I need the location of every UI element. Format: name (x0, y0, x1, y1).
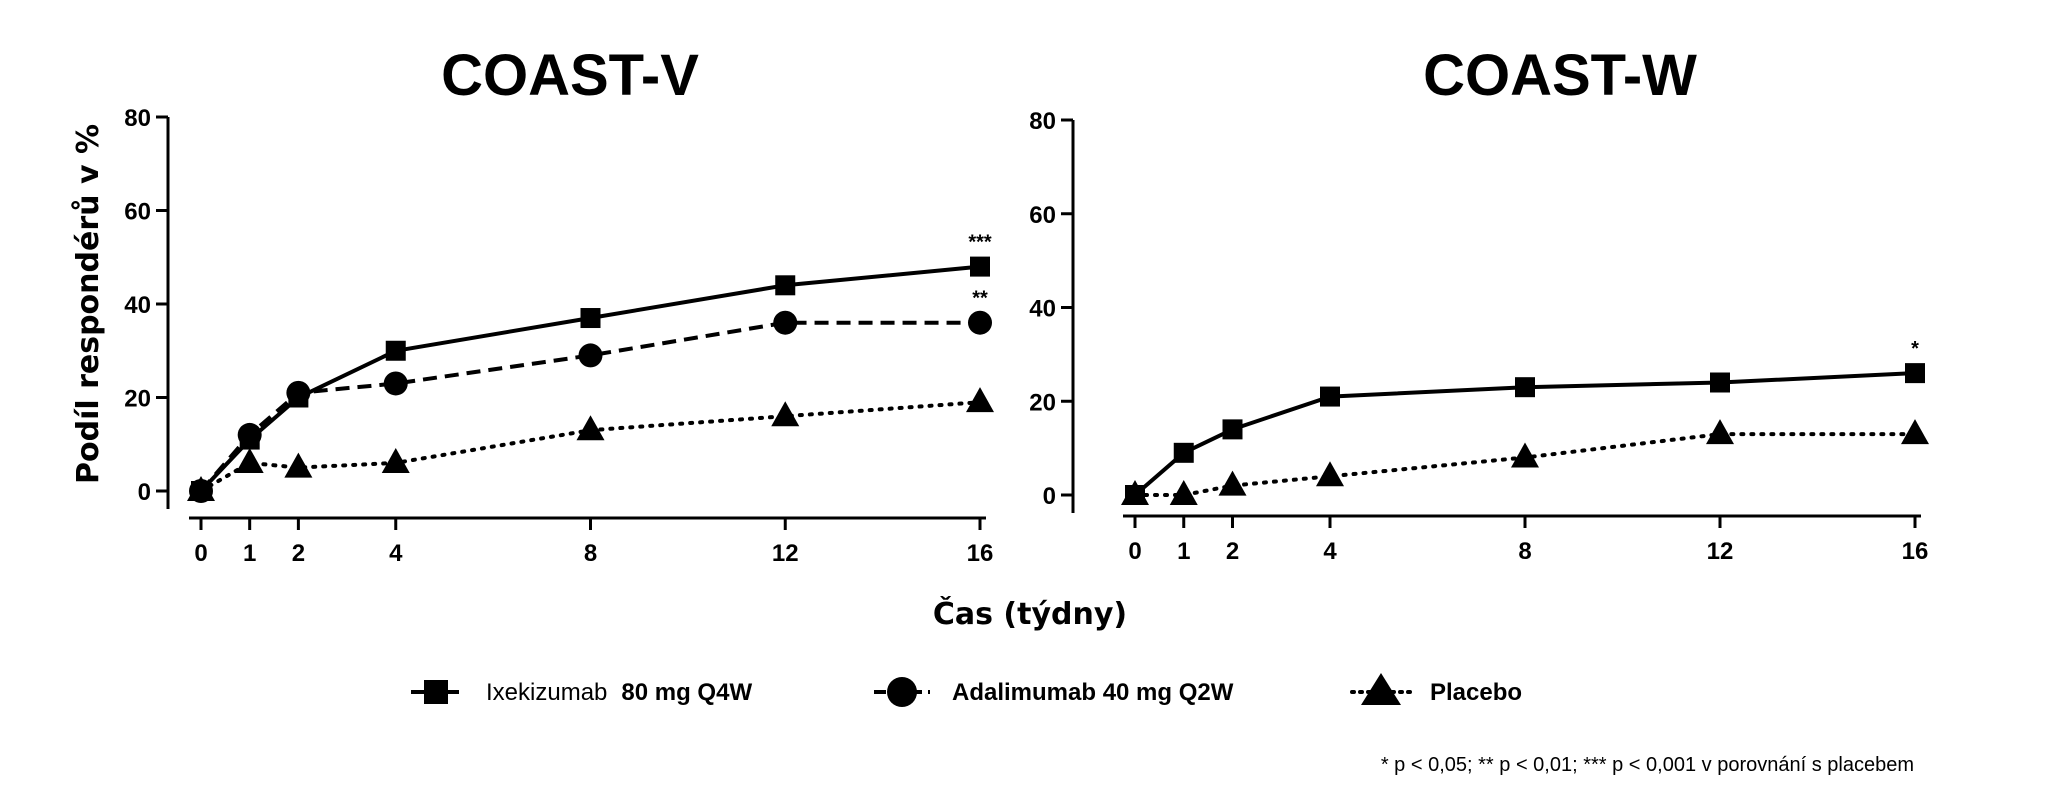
x-tick-label: 0 (1128, 538, 1141, 565)
x-tick-label: 2 (292, 540, 305, 567)
data-point-pbo (187, 476, 215, 501)
data-point-pbo (1316, 461, 1344, 487)
data-point-ada (237, 422, 262, 447)
x-tick-label: 12 (1707, 538, 1734, 565)
x-tick-label: 16 (1902, 538, 1929, 565)
y-tick-label: 80 (124, 105, 151, 132)
data-point-ada (578, 343, 603, 368)
panel-title: COAST-W (1423, 43, 1697, 108)
legend-square-marker-icon (424, 680, 448, 704)
x-tick-label: 0 (194, 540, 207, 567)
y-tick-label: 20 (124, 386, 151, 413)
y-tick-label: 60 (1029, 202, 1056, 229)
legend-label-placebo: Placebo (1430, 679, 1522, 706)
x-axis-title: Čas (týdny) (933, 595, 1127, 632)
significance-marker-ixe: *** (968, 232, 992, 254)
data-point-pbo (1169, 480, 1198, 505)
data-point-ixe (1515, 377, 1535, 398)
data-point-pbo (284, 452, 313, 478)
data-point-ada (286, 380, 311, 405)
legend-label-ixekizumab: Ixekizumab 80 mg Q4W (486, 679, 752, 706)
panel-title: COAST-V (441, 43, 699, 108)
significance-marker-ada: ** (972, 288, 988, 310)
x-tick-label: 1 (243, 540, 256, 567)
data-point-pbo (1218, 470, 1247, 496)
x-tick-label: 12 (772, 540, 799, 567)
x-tick-label: 8 (584, 540, 597, 567)
y-tick-label: 60 (124, 199, 151, 226)
significance-marker-ixe: * (1911, 338, 1919, 360)
legend-circle-marker-icon (887, 677, 917, 707)
y-tick-label: 0 (138, 479, 151, 506)
data-point-pbo (1121, 480, 1149, 505)
data-point-pbo (966, 387, 994, 413)
y-tick-label: 80 (1029, 108, 1056, 135)
legend-label-adalimumab: Adalimumab 40 mg Q2W (952, 679, 1234, 706)
data-point-ixe (970, 256, 990, 277)
data-point-pbo (771, 401, 800, 427)
data-point-ada (383, 371, 408, 396)
data-point-pbo (235, 447, 264, 473)
legend-label-ixekizumab-dose: 80 mg Q4W (621, 679, 752, 706)
y-axis-title: Podíl respondérů v % (70, 124, 106, 484)
data-point-ada (773, 310, 798, 335)
x-tick-label: 16 (967, 540, 994, 567)
x-tick-label: 8 (1518, 538, 1531, 565)
series-line-ixe (199, 264, 981, 493)
data-point-pbo (1901, 419, 1929, 445)
data-point-ixe (1905, 363, 1925, 384)
legend-label-ixekizumab-name: Ixekizumab (486, 679, 607, 706)
data-point-ixe (1222, 419, 1243, 440)
legend-triangle-marker-icon (1361, 673, 1401, 705)
data-point-ixe (580, 308, 601, 329)
data-point-pbo (1511, 442, 1539, 468)
legend-item-ixekizumab: Ixekizumab 80 mg Q4W (411, 679, 752, 706)
x-tick-label: 1 (1177, 538, 1190, 565)
legend-item-placebo: Placebo (1350, 673, 1522, 706)
data-point-ixe (1173, 442, 1194, 463)
data-point-ixe (1710, 372, 1730, 393)
y-tick-label: 40 (124, 292, 151, 319)
x-tick-label: 4 (389, 540, 403, 567)
data-point-pbo (1706, 419, 1734, 445)
footnote: * p < 0,05; ** p < 0,01; *** p < 0,001 v… (1381, 754, 1914, 776)
data-point-pbo (576, 415, 605, 441)
data-point-ixe (385, 340, 406, 361)
x-tick-label: 2 (1226, 538, 1239, 565)
data-point-ixe (775, 275, 796, 296)
x-tick-label: 4 (1323, 538, 1337, 565)
y-tick-label: 0 (1043, 483, 1056, 510)
data-point-ixe (1320, 386, 1340, 407)
data-point-ada (968, 310, 992, 335)
y-tick-label: 20 (1029, 389, 1056, 416)
legend-item-adalimumab: Adalimumab 40 mg Q2W (874, 677, 1234, 707)
legend: Ixekizumab 80 mg Q4W Adalimumab 40 mg Q2W… (411, 673, 1522, 707)
data-point-pbo (381, 447, 410, 473)
y-tick-label: 40 (1029, 296, 1056, 323)
